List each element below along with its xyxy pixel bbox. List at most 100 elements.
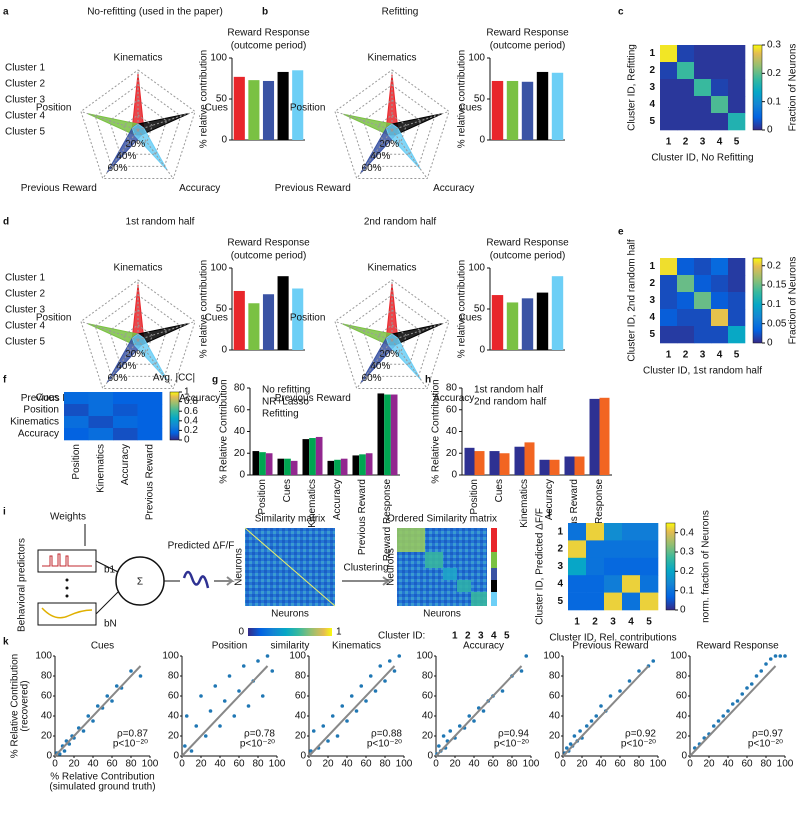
bar xyxy=(539,459,550,475)
colorbar xyxy=(665,522,676,611)
x-tick-label: Kinematics xyxy=(95,444,106,493)
point xyxy=(783,654,787,658)
annotation: p<10⁻²⁰ xyxy=(113,739,148,750)
axis-label: Kinematics xyxy=(114,263,163,274)
point xyxy=(129,669,133,673)
cell xyxy=(568,557,587,576)
cell xyxy=(711,45,729,63)
y-tick-label: 50 xyxy=(216,94,228,105)
ring-label: 60% xyxy=(108,373,128,384)
cell xyxy=(711,275,729,293)
colorbar-tick-label: 0.1 xyxy=(767,299,781,310)
trace xyxy=(41,607,93,619)
y-tick-label: 100 xyxy=(543,651,560,662)
chart-subtitle: (outcome period) xyxy=(231,251,307,262)
panel-label: a xyxy=(3,7,9,18)
point xyxy=(721,714,726,718)
chart-subtitle: (outcome period) xyxy=(490,251,566,262)
spoke xyxy=(80,320,139,341)
point xyxy=(594,714,599,718)
point xyxy=(227,674,232,678)
cell xyxy=(604,540,623,559)
y-axis-label: Cluster ID, Refitting xyxy=(627,44,638,131)
diagonal xyxy=(244,527,336,607)
bar xyxy=(521,81,534,140)
y-tick-label: 60 xyxy=(549,691,561,702)
colorbar-tick-label: 0 xyxy=(767,338,773,349)
legend-entry: 2nd random half xyxy=(474,397,546,408)
x-tick-label: Previous Reward xyxy=(144,444,155,520)
colorbar-tick-label: 0.3 xyxy=(767,40,781,51)
dot xyxy=(65,594,69,598)
point xyxy=(95,704,100,708)
cell xyxy=(64,416,89,429)
cell xyxy=(568,592,587,611)
cell xyxy=(64,428,89,441)
chart-subtitle: (outcome period) xyxy=(490,41,566,52)
cell xyxy=(586,540,605,559)
cell xyxy=(604,557,623,576)
block xyxy=(457,580,471,592)
cell xyxy=(711,113,729,131)
y-tick-label: 20 xyxy=(41,731,53,742)
x-axis-label: Cluster ID, Rel. contributions xyxy=(549,633,676,644)
x-tick-label: 40 xyxy=(341,759,353,770)
cell xyxy=(660,309,678,327)
point xyxy=(81,729,86,733)
y-tick-label: 100 xyxy=(468,53,485,64)
fit-line xyxy=(435,665,523,757)
point xyxy=(768,657,773,661)
cell xyxy=(677,45,695,63)
ring-label: 40% xyxy=(116,151,136,162)
ring-label: 20% xyxy=(125,139,145,150)
y-tick-label: 80 xyxy=(422,671,434,682)
x-tick-label: 0 xyxy=(687,759,693,770)
x-tick-label: Previous Reward xyxy=(357,479,368,555)
cell xyxy=(677,79,695,97)
axis-label: Kinematics xyxy=(114,53,163,64)
axis-label: Neurons xyxy=(423,609,461,620)
x-tick-label: 100 xyxy=(523,759,540,770)
radar-frame xyxy=(334,279,450,390)
y-tick-label: 20 xyxy=(446,448,458,459)
chart-title: Reward Response xyxy=(227,238,310,249)
radar-frame xyxy=(80,279,196,390)
axis-label: Kinematics xyxy=(368,53,417,64)
point xyxy=(565,746,569,750)
x-tick-label: 20 xyxy=(195,759,207,770)
point xyxy=(213,684,218,688)
point xyxy=(335,734,340,738)
cell xyxy=(660,275,678,293)
x-tick-label: Cues xyxy=(494,479,505,502)
cell xyxy=(660,62,678,80)
axis-label: Cues xyxy=(205,312,228,323)
spoke xyxy=(356,339,393,389)
bar xyxy=(521,298,534,350)
cell xyxy=(677,113,695,131)
axis-label: Accuracy xyxy=(433,393,474,404)
axis-label: Position xyxy=(290,102,326,113)
y-axis-label: Cluster ID, 2nd random half xyxy=(627,239,638,362)
weights-label: Weights xyxy=(50,512,86,523)
cell xyxy=(677,309,695,327)
y-tick-label: 5 xyxy=(649,329,655,340)
bar xyxy=(489,451,500,475)
colorbar-tick-label: 0 xyxy=(184,435,190,446)
point xyxy=(584,724,589,728)
y-tick-label: 4 xyxy=(649,99,655,110)
cell xyxy=(728,62,746,80)
y-tick-label: 0 xyxy=(554,751,560,762)
chart-title: Reward Response xyxy=(486,238,569,249)
point xyxy=(448,729,453,733)
legend-entry: NR+Lasso xyxy=(262,397,309,408)
chart-title: 1st random half xyxy=(126,217,195,228)
point xyxy=(326,739,330,743)
spoke xyxy=(334,320,393,341)
x-tick-label: 20 xyxy=(703,759,715,770)
cell xyxy=(64,404,89,417)
cell xyxy=(677,62,695,80)
y-tick-label: 20 xyxy=(676,731,688,742)
legend-entry: Refitting xyxy=(262,409,299,420)
cell xyxy=(568,523,587,541)
x-tick-label: 20 xyxy=(322,759,334,770)
